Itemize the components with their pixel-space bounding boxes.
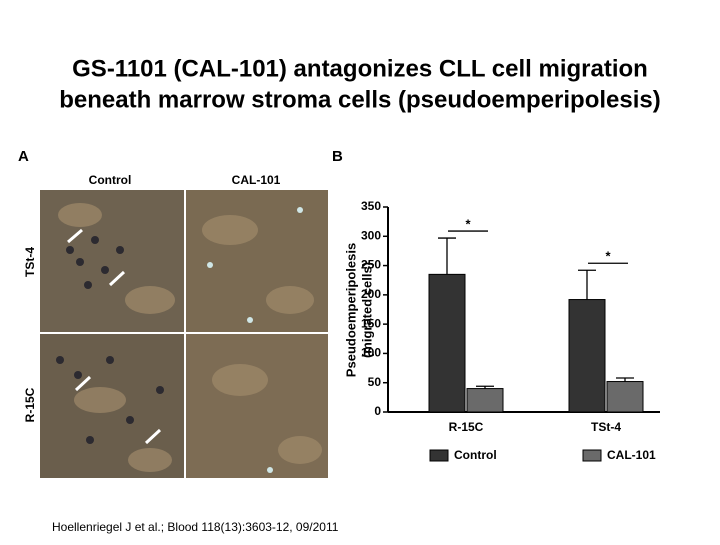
panel-label: B: [332, 148, 343, 165]
y-tick-label: 300: [361, 228, 381, 242]
y-axis-label: (migrated cells): [359, 262, 374, 358]
bar: [568, 299, 606, 413]
error-bar: [438, 237, 456, 275]
y-axis-label: Pseudoemperipolesis: [343, 243, 358, 377]
y-tick-label: 0: [374, 404, 381, 418]
error-bar: [476, 385, 494, 389]
column-label: Control: [89, 173, 132, 187]
row-label: TSt-4: [23, 247, 37, 277]
annotation: *: [465, 216, 471, 231]
legend-label: Control: [454, 448, 497, 462]
x-tick-label: TSt-4: [591, 420, 621, 434]
column-label: CAL-101: [232, 173, 281, 187]
legend-label: CAL-101: [607, 448, 656, 462]
y-tick-label: 150: [361, 316, 381, 330]
bar: [466, 388, 504, 413]
y-tick-label: 50: [368, 375, 382, 389]
y-tick-label: 350: [361, 199, 381, 213]
error-bar: [578, 269, 596, 300]
title-line: GS-1101 (CAL-101) antagonizes CLL cell m…: [72, 55, 648, 82]
title-line: beneath marrow stroma cells (pseudoemper…: [59, 86, 661, 113]
micrographs: [40, 190, 328, 478]
y-tick-label: 200: [361, 287, 381, 301]
annotation: *: [605, 249, 611, 264]
legend-swatch: [582, 449, 602, 462]
bar: [428, 273, 466, 413]
row-label: R-15C: [23, 387, 37, 422]
citation: Hoellenriegel J et al.; Blood 118(13):36…: [52, 520, 339, 534]
y-tick-label: 250: [361, 258, 381, 272]
x-tick-label: R-15C: [449, 420, 484, 434]
legend-swatch: [429, 449, 449, 462]
error-bar: [616, 377, 634, 382]
panel-label: A: [18, 148, 29, 165]
y-tick-label: 100: [361, 346, 381, 360]
bar: [606, 381, 644, 413]
